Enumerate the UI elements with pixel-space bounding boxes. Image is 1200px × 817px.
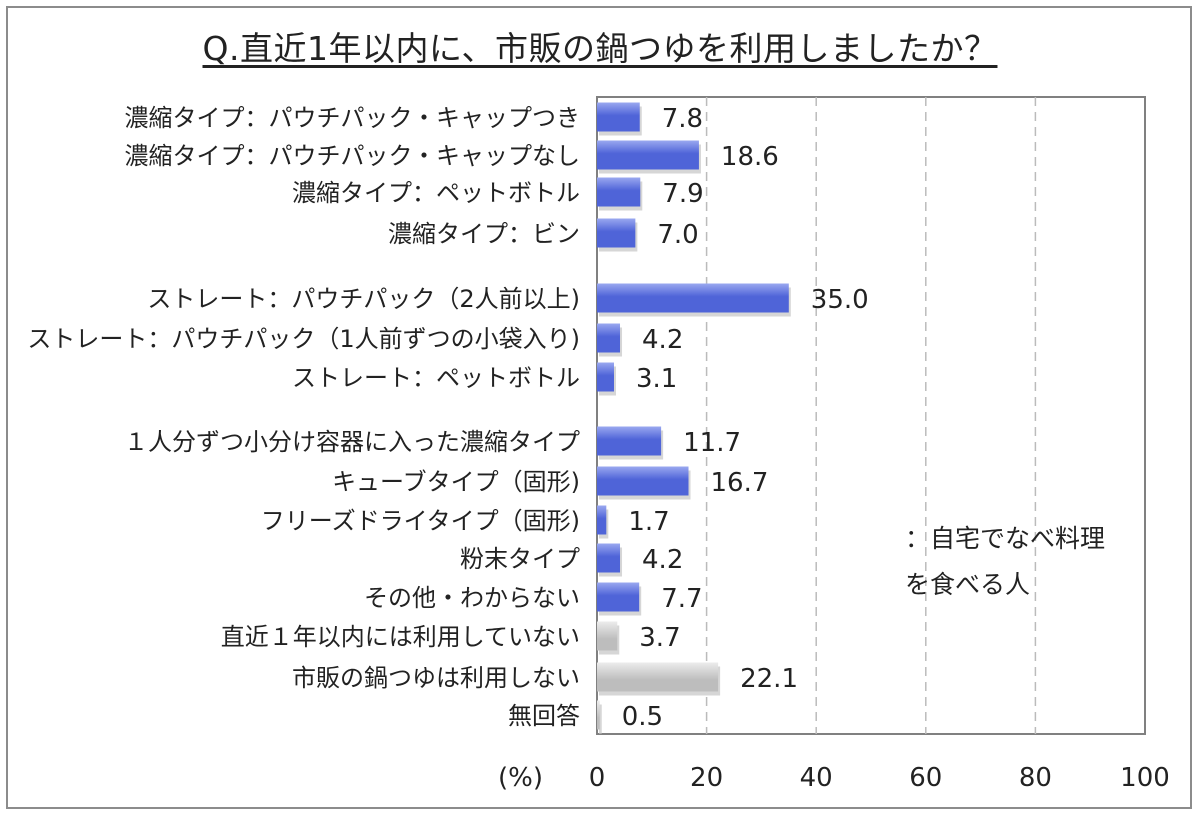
- value-label: 16.7: [711, 468, 769, 498]
- bar: [597, 102, 640, 132]
- x-tick-label: 40: [800, 763, 833, 793]
- value-label: 4.2: [642, 325, 683, 355]
- bar: [597, 323, 621, 353]
- bar: [597, 543, 621, 573]
- plot-area: [596, 96, 1146, 735]
- x-tick-label: 0: [589, 763, 606, 793]
- value-label: 3.7: [639, 623, 680, 653]
- value-label: 0.5: [622, 702, 663, 732]
- category-label: 直近１年以内には利用していない: [221, 623, 580, 651]
- value-label: 1.7: [628, 507, 669, 537]
- bar: [597, 466, 689, 496]
- category-label: 濃縮タイプ：パウチパック・キャップつき: [124, 104, 580, 132]
- value-label: 22.1: [740, 664, 798, 694]
- category-label: ストレート：ペットボトル: [292, 364, 580, 392]
- chart-title: Q.直近1年以内に、市販の鍋つゆを利用しましたか？: [202, 29, 998, 68]
- category-label: ストレート：パウチパック（1人前ずつの小袋入り): [27, 325, 580, 353]
- bar: [597, 177, 641, 207]
- x-axis-label: (%): [498, 763, 543, 793]
- value-label: 3.1: [636, 364, 677, 394]
- category-label: ストレート：パウチパック（2人前以上): [147, 285, 580, 313]
- category-label: 無回答: [508, 702, 580, 730]
- x-tick-label: 60: [909, 763, 942, 793]
- value-label: 18.6: [721, 142, 779, 172]
- bar: [597, 505, 607, 535]
- x-tick-label: 80: [1019, 763, 1052, 793]
- bar: [597, 662, 719, 692]
- x-tick-label: 100: [1120, 763, 1170, 793]
- bar-shadow: [599, 704, 602, 734]
- category-label: キューブタイプ（固形): [332, 468, 580, 496]
- bar: [597, 700, 600, 730]
- legend-text: ：自宅でなべ料理 を食べる人: [905, 524, 1106, 599]
- bar: [597, 140, 699, 170]
- value-label: 7.9: [662, 179, 703, 209]
- category-label: 濃縮タイプ：ペットボトル: [292, 179, 580, 207]
- value-label: 4.2: [642, 545, 683, 575]
- category-label: 濃縮タイプ：パウチパック・キャップなし: [124, 142, 580, 170]
- x-tick-label: 20: [690, 763, 723, 793]
- value-label: 7.7: [661, 584, 702, 614]
- category-label: フリーズドライタイプ（固形): [261, 507, 580, 535]
- bar: [597, 218, 636, 248]
- bar: [597, 426, 662, 456]
- bar: [597, 621, 618, 651]
- value-label: 35.0: [811, 285, 869, 315]
- bar: [597, 582, 640, 612]
- category-label: 濃縮タイプ：ビン: [388, 220, 580, 248]
- category-label: １人分ずつ小分け容器に入った濃縮タイプ: [124, 428, 580, 456]
- category-label: その他・わからない: [364, 584, 580, 612]
- value-label: 11.7: [683, 428, 741, 458]
- category-label: 市販の鍋つゆは利用しない: [292, 664, 580, 692]
- value-label: 7.8: [662, 104, 703, 134]
- bar: [597, 283, 789, 313]
- category-label: 粉末タイプ: [460, 545, 580, 573]
- bar: [597, 362, 614, 392]
- value-label: 7.0: [657, 220, 698, 250]
